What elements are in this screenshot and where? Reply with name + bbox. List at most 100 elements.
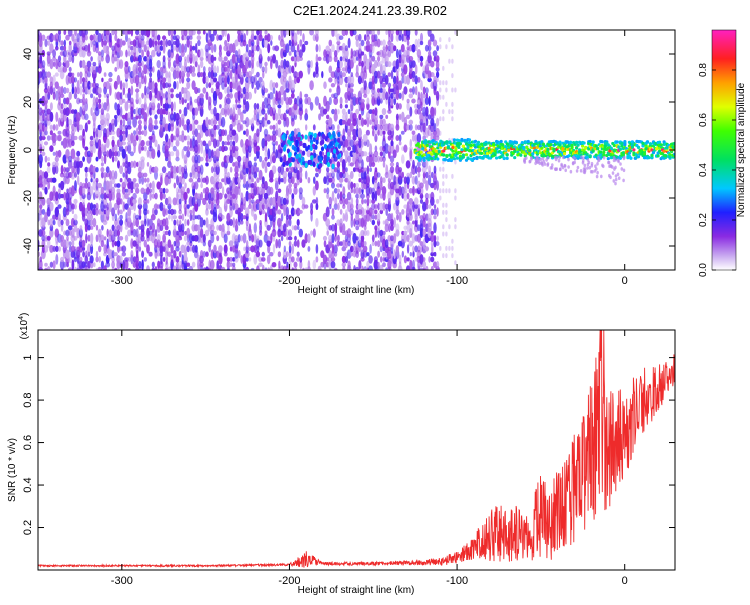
heatmap-cell xyxy=(323,239,327,248)
heatmap-cell xyxy=(384,143,390,154)
heatmap-cell xyxy=(229,69,233,80)
heatmap-cell xyxy=(137,54,142,63)
heatmap-cell xyxy=(451,87,454,93)
heatmap-cell xyxy=(103,86,107,95)
heatmap-cell xyxy=(46,71,52,78)
heatmap-cell xyxy=(102,219,108,226)
heatmap-cell xyxy=(549,143,553,147)
heatmap-cell xyxy=(116,240,121,248)
heatmap-cell xyxy=(396,214,399,221)
heatmap-cell xyxy=(143,145,147,152)
heatmap-cell xyxy=(212,190,218,202)
heatmap-cell xyxy=(259,48,262,59)
heatmap-cell xyxy=(285,167,289,172)
heatmap-cell xyxy=(569,140,573,144)
heatmap-cell xyxy=(520,141,524,145)
heatmap-cell xyxy=(229,107,233,116)
heatmap-cell xyxy=(175,233,180,244)
heatmap-cell xyxy=(439,94,442,100)
heatmap-cell xyxy=(355,193,360,199)
heatmap-cell xyxy=(140,235,145,242)
heatmap-cell xyxy=(172,265,178,270)
heatmap-cell xyxy=(312,136,316,143)
heatmap-cell xyxy=(122,82,126,89)
heatmap-cell xyxy=(49,102,53,111)
heatmap-cell xyxy=(63,172,67,178)
heatmap-cell xyxy=(156,181,161,190)
heatmap-cell xyxy=(113,156,118,162)
heatmap-cell xyxy=(411,43,416,53)
heatmap-cell xyxy=(374,107,378,116)
heatmap-cell xyxy=(322,254,328,265)
heatmap-cell xyxy=(267,148,271,160)
heatmap-cell xyxy=(62,206,67,218)
heatmap-cell xyxy=(60,256,65,262)
heatmap-cell xyxy=(79,181,83,190)
heatmap-cell xyxy=(173,45,176,51)
heatmap-cell xyxy=(282,77,287,83)
heatmap-cell xyxy=(237,104,242,109)
heatmap-cell xyxy=(159,224,164,231)
heatmap-cell xyxy=(93,262,96,268)
heatmap-cell xyxy=(146,50,150,57)
heatmap-cell xyxy=(137,233,142,244)
heatmap-cell xyxy=(60,240,64,248)
heatmap-cell xyxy=(179,70,182,79)
heatmap-cell xyxy=(318,113,322,121)
heatmap-cell xyxy=(315,244,319,254)
heatmap-cell xyxy=(264,65,268,74)
heatmap-cell xyxy=(327,132,332,138)
heatmap-cell xyxy=(310,212,313,222)
heatmap-cell xyxy=(202,30,206,35)
heatmap-cell xyxy=(114,144,118,153)
heatmap-cell xyxy=(285,43,290,54)
heatmap-cell xyxy=(167,83,172,88)
heatmap-cell xyxy=(156,218,161,227)
heatmap-cell xyxy=(43,87,49,94)
heatmap-cell xyxy=(290,176,295,185)
heatmap-cell xyxy=(100,171,104,179)
heatmap-cell xyxy=(196,193,202,200)
heatmap-cell xyxy=(293,240,298,247)
heatmap-cell xyxy=(149,90,153,101)
heatmap-cell xyxy=(121,141,127,146)
heatmap-cell xyxy=(398,49,402,58)
heatmap-cell xyxy=(167,104,172,109)
heatmap-cell xyxy=(124,193,129,200)
heatmap-cell xyxy=(355,64,359,75)
heatmap-cell xyxy=(376,124,381,131)
heatmap-cell xyxy=(60,40,64,46)
heatmap-cell xyxy=(95,156,99,162)
heatmap-cell xyxy=(143,239,147,248)
heatmap-cell xyxy=(360,239,365,248)
heatmap-cell xyxy=(333,188,338,194)
heatmap-cell xyxy=(582,156,585,160)
heatmap-cell xyxy=(154,114,158,120)
heatmap-cell xyxy=(266,33,271,43)
heatmap-cell xyxy=(377,224,381,231)
heatmap-cell xyxy=(79,256,83,263)
heatmap-cell xyxy=(213,106,217,117)
heatmap-cell xyxy=(281,134,285,140)
heatmap-cell xyxy=(313,176,316,184)
heatmap-cell xyxy=(162,187,166,194)
heatmap-cell xyxy=(39,53,43,64)
heatmap-cell xyxy=(111,250,115,259)
heatmap-cell xyxy=(173,111,177,122)
heatmap-cell xyxy=(331,251,335,258)
heatmap-cell xyxy=(326,167,330,173)
heatmap-cell xyxy=(46,51,51,56)
heatmap-cell xyxy=(84,122,88,133)
heatmap-cell xyxy=(119,119,123,126)
heatmap-cell xyxy=(374,133,378,143)
heatmap-cell xyxy=(371,30,375,36)
heatmap-cell xyxy=(141,130,144,135)
heatmap-cell xyxy=(607,160,610,165)
heatmap-cell xyxy=(184,244,187,254)
heatmap-cell xyxy=(87,80,91,90)
heatmap-cell xyxy=(146,218,150,227)
heatmap-cell xyxy=(269,34,274,41)
heatmap-cell xyxy=(564,168,567,173)
heatmap-cell xyxy=(279,157,283,163)
